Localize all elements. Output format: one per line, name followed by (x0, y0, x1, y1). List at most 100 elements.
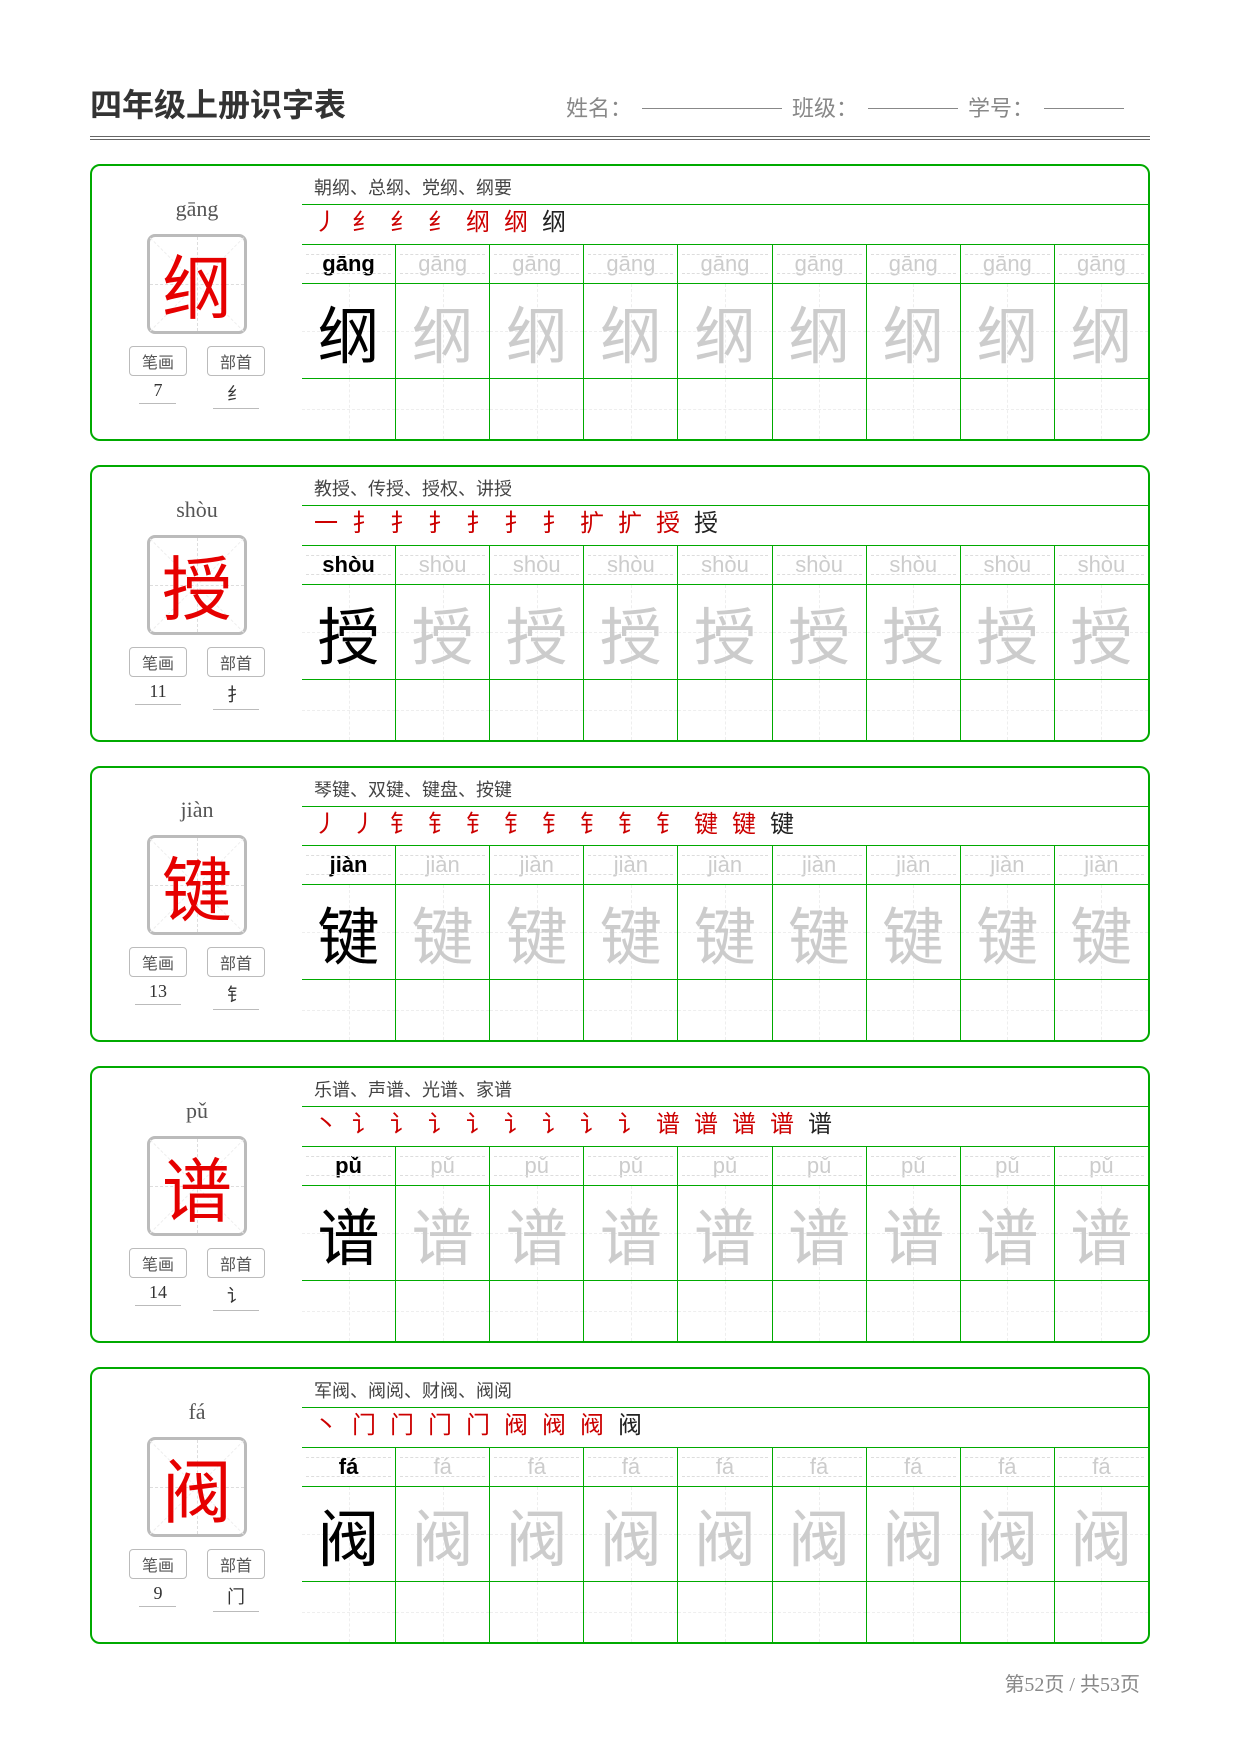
blank-cell[interactable] (678, 980, 772, 1040)
name-blank[interactable] (642, 91, 782, 109)
pinyin-cell[interactable]: fá (961, 1448, 1055, 1486)
character-cell[interactable]: 授 (678, 585, 772, 679)
character-cell[interactable]: 键 (867, 885, 961, 979)
blank-cell[interactable] (1055, 379, 1148, 439)
blank-cell[interactable] (678, 379, 772, 439)
blank-cell[interactable] (490, 980, 584, 1040)
blank-cell[interactable] (678, 1582, 772, 1642)
pinyin-cell[interactable]: pǔ (1055, 1147, 1148, 1185)
character-cell[interactable]: 纲 (584, 284, 678, 378)
character-cell[interactable]: 纲 (773, 284, 867, 378)
character-cell[interactable]: 谱 (867, 1186, 961, 1280)
character-cell[interactable]: 纲 (867, 284, 961, 378)
character-cell[interactable]: 键 (773, 885, 867, 979)
character-cell[interactable]: 授 (584, 585, 678, 679)
blank-cell[interactable] (961, 1582, 1055, 1642)
pinyin-cell[interactable]: jiàn (1055, 846, 1148, 884)
pinyin-cell[interactable]: jiàn (961, 846, 1055, 884)
blank-cell[interactable] (867, 1582, 961, 1642)
character-cell[interactable]: 纲 (1055, 284, 1148, 378)
blank-cell[interactable] (396, 980, 490, 1040)
pinyin-cell[interactable]: jiàn (773, 846, 867, 884)
pinyin-cell[interactable]: pǔ (867, 1147, 961, 1185)
character-cell[interactable]: 授 (867, 585, 961, 679)
blank-cell[interactable] (302, 980, 396, 1040)
id-blank[interactable] (1044, 91, 1124, 109)
character-cell[interactable]: 阀 (961, 1487, 1055, 1581)
pinyin-cell[interactable]: shòu (773, 546, 867, 584)
character-cell[interactable]: 键 (1055, 885, 1148, 979)
blank-cell[interactable] (584, 1582, 678, 1642)
blank-cell[interactable] (961, 1281, 1055, 1341)
blank-cell[interactable] (1055, 980, 1148, 1040)
character-cell[interactable]: 授 (773, 585, 867, 679)
pinyin-cell[interactable]: fá (1055, 1448, 1148, 1486)
character-cell[interactable]: 纲 (396, 284, 490, 378)
pinyin-cell[interactable]: gāng (961, 245, 1055, 283)
pinyin-cell[interactable]: fá (867, 1448, 961, 1486)
pinyin-cell[interactable]: fá (678, 1448, 772, 1486)
pinyin-cell[interactable]: jiàn (584, 846, 678, 884)
blank-cell[interactable] (867, 379, 961, 439)
character-cell[interactable]: 谱 (396, 1186, 490, 1280)
character-cell[interactable]: 谱 (773, 1186, 867, 1280)
pinyin-cell[interactable]: shòu (867, 546, 961, 584)
blank-cell[interactable] (302, 379, 396, 439)
character-cell[interactable]: 授 (490, 585, 584, 679)
character-cell[interactable]: 谱 (961, 1186, 1055, 1280)
blank-cell[interactable] (773, 680, 867, 740)
blank-cell[interactable] (396, 680, 490, 740)
blank-cell[interactable] (961, 980, 1055, 1040)
pinyin-cell[interactable]: fá (396, 1448, 490, 1486)
blank-cell[interactable] (584, 980, 678, 1040)
pinyin-cell[interactable]: pǔ (584, 1147, 678, 1185)
blank-cell[interactable] (1055, 680, 1148, 740)
blank-cell[interactable] (490, 1582, 584, 1642)
blank-cell[interactable] (302, 1281, 396, 1341)
character-cell[interactable]: 纲 (678, 284, 772, 378)
blank-cell[interactable] (584, 680, 678, 740)
pinyin-cell[interactable]: gāng (396, 245, 490, 283)
blank-cell[interactable] (490, 680, 584, 740)
pinyin-cell[interactable]: jiàn (396, 846, 490, 884)
character-cell[interactable]: 谱 (678, 1186, 772, 1280)
blank-cell[interactable] (773, 379, 867, 439)
blank-cell[interactable] (584, 379, 678, 439)
blank-cell[interactable] (961, 379, 1055, 439)
class-blank[interactable] (868, 91, 958, 109)
blank-cell[interactable] (678, 1281, 772, 1341)
character-cell[interactable]: 阀 (773, 1487, 867, 1581)
blank-cell[interactable] (396, 1281, 490, 1341)
blank-cell[interactable] (961, 680, 1055, 740)
pinyin-cell[interactable]: fá (584, 1448, 678, 1486)
blank-cell[interactable] (773, 1582, 867, 1642)
pinyin-cell[interactable]: shòu (961, 546, 1055, 584)
pinyin-cell[interactable]: pǔ (678, 1147, 772, 1185)
blank-cell[interactable] (773, 1281, 867, 1341)
blank-cell[interactable] (396, 1582, 490, 1642)
pinyin-cell[interactable]: jiàn (490, 846, 584, 884)
pinyin-cell[interactable]: gāng (1055, 245, 1148, 283)
pinyin-cell[interactable]: pǔ (490, 1147, 584, 1185)
blank-cell[interactable] (302, 1582, 396, 1642)
character-cell[interactable]: 键 (490, 885, 584, 979)
pinyin-cell[interactable]: gāng (867, 245, 961, 283)
character-cell[interactable]: 授 (1055, 585, 1148, 679)
pinyin-cell[interactable]: shòu (1055, 546, 1148, 584)
blank-cell[interactable] (1055, 1582, 1148, 1642)
character-cell[interactable]: 键 (584, 885, 678, 979)
character-cell[interactable]: 谱 (490, 1186, 584, 1280)
character-cell[interactable]: 授 (396, 585, 490, 679)
blank-cell[interactable] (773, 980, 867, 1040)
character-cell[interactable]: 纲 (490, 284, 584, 378)
pinyin-cell[interactable]: fá (490, 1448, 584, 1486)
pinyin-cell[interactable]: fá (773, 1448, 867, 1486)
pinyin-cell[interactable]: gāng (678, 245, 772, 283)
character-cell[interactable]: 键 (678, 885, 772, 979)
pinyin-cell[interactable]: shòu (490, 546, 584, 584)
blank-cell[interactable] (490, 1281, 584, 1341)
pinyin-cell[interactable]: jiàn (867, 846, 961, 884)
character-cell[interactable]: 纲 (961, 284, 1055, 378)
character-cell[interactable]: 键 (961, 885, 1055, 979)
character-cell[interactable]: 键 (396, 885, 490, 979)
